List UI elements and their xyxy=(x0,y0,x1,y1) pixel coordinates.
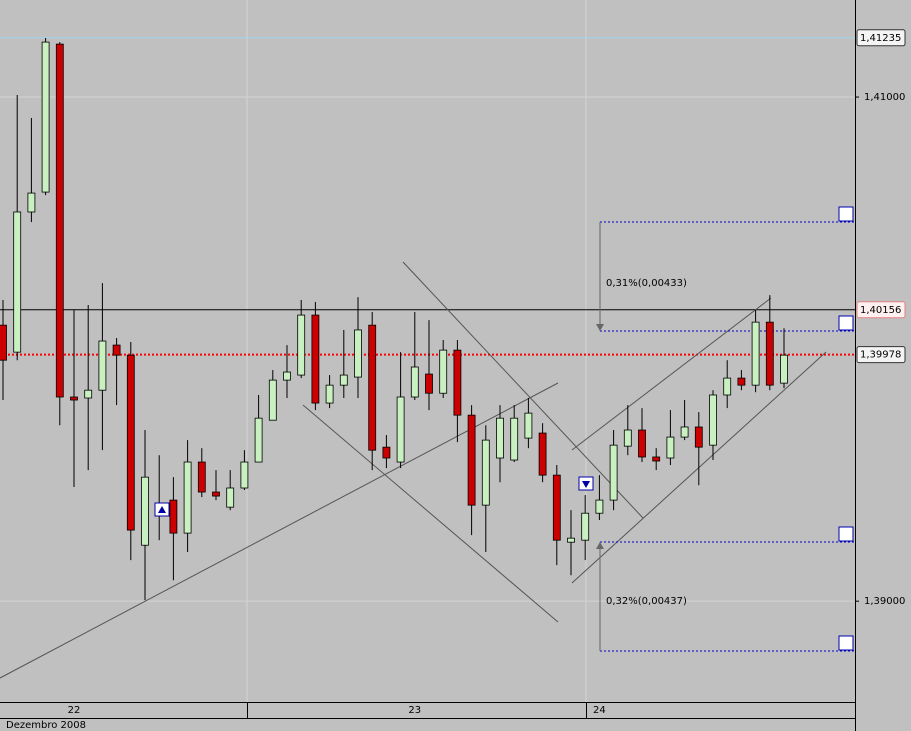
candle-body xyxy=(666,436,675,459)
candle-body xyxy=(169,499,178,534)
candles xyxy=(0,38,788,601)
x-axis-label: Dezembro 2008 xyxy=(6,720,86,731)
candle-body xyxy=(510,417,519,461)
candle-body xyxy=(680,426,689,438)
candle-body xyxy=(595,499,604,514)
candle-body xyxy=(765,321,774,386)
candle-body xyxy=(226,487,235,508)
x-tick-label: 22 xyxy=(68,705,81,716)
candle-body xyxy=(709,394,717,446)
candle-body xyxy=(0,324,7,361)
candle-body xyxy=(623,429,632,447)
candle-body xyxy=(496,417,504,459)
trend-line xyxy=(0,382,559,679)
candle-body xyxy=(368,324,377,451)
candle-body xyxy=(112,344,121,356)
trend-line xyxy=(402,261,644,519)
candle-body xyxy=(396,396,405,463)
candle-body xyxy=(737,377,746,386)
candle-body xyxy=(524,412,533,439)
candle-body xyxy=(609,444,618,501)
candle-body xyxy=(467,414,476,506)
candle-body xyxy=(638,429,646,458)
price-label: 1,41235 xyxy=(860,33,901,44)
grid xyxy=(0,0,855,702)
candle-body xyxy=(354,329,362,378)
candle-body xyxy=(652,456,661,462)
candle-body xyxy=(538,432,547,476)
candle-body xyxy=(694,426,703,448)
candle-body xyxy=(240,461,249,489)
price-axis xyxy=(855,0,911,731)
trend-line xyxy=(302,404,559,623)
trend-line xyxy=(571,297,772,451)
candle-body xyxy=(98,340,107,391)
tool-icon[interactable] xyxy=(838,315,854,331)
tool-icon[interactable] xyxy=(838,206,854,222)
x-tick-label: 24 xyxy=(593,705,606,716)
candle-body xyxy=(254,417,263,463)
price-lines xyxy=(0,37,855,356)
candle-body xyxy=(780,354,788,384)
annotation: 0,32%(0,00437) xyxy=(606,596,687,607)
candle-body xyxy=(339,374,348,386)
candle-body xyxy=(453,349,462,416)
price-label-box xyxy=(856,346,906,364)
candle-body xyxy=(567,537,575,543)
candle-body xyxy=(481,439,490,506)
tool-icon[interactable] xyxy=(838,635,854,651)
price-label: 1,39978 xyxy=(860,350,901,361)
price-label-box xyxy=(856,301,906,319)
candle-body xyxy=(311,314,320,404)
candle-body xyxy=(212,491,220,497)
candle-body xyxy=(13,211,22,353)
candle-body xyxy=(581,512,590,541)
y-tick-label: 1,39000 xyxy=(864,596,905,607)
tool-icon[interactable] xyxy=(838,526,854,542)
price-label: 1,40156 xyxy=(860,305,901,316)
candle-body xyxy=(27,192,36,213)
candle-body xyxy=(268,379,277,421)
candle-body xyxy=(55,43,64,398)
arrow-head xyxy=(596,542,604,549)
candle-body xyxy=(297,314,306,376)
candle-body xyxy=(382,446,391,459)
candle-body xyxy=(84,389,93,399)
x-tick-label: 23 xyxy=(408,705,421,716)
candle-body xyxy=(141,476,149,546)
candle-body xyxy=(439,349,448,394)
annotation: 0,31%(0,00433) xyxy=(606,278,687,289)
candle-body xyxy=(425,373,433,394)
candle-body xyxy=(183,461,192,534)
axis-layer: 1,41000 1,39000 1,41235 1,40156 1,39978 22 23 2… xyxy=(68,29,906,716)
candle-body xyxy=(197,461,206,493)
candle-body xyxy=(70,396,78,401)
measure-tools xyxy=(599,221,855,652)
arrow-head xyxy=(596,324,604,331)
sell-icon xyxy=(582,481,590,488)
candle-body xyxy=(126,354,135,531)
candle-body xyxy=(41,41,50,193)
price-label-box xyxy=(856,29,906,47)
candle-body xyxy=(552,474,561,541)
y-tick-label: 1,41000 xyxy=(864,92,905,103)
buy-icon xyxy=(158,506,166,513)
candle-body xyxy=(283,371,291,381)
candle-body xyxy=(325,384,334,404)
signal-markers xyxy=(154,206,854,651)
candle-body xyxy=(410,366,419,398)
candle-body xyxy=(751,321,760,386)
candle-body xyxy=(723,377,732,396)
